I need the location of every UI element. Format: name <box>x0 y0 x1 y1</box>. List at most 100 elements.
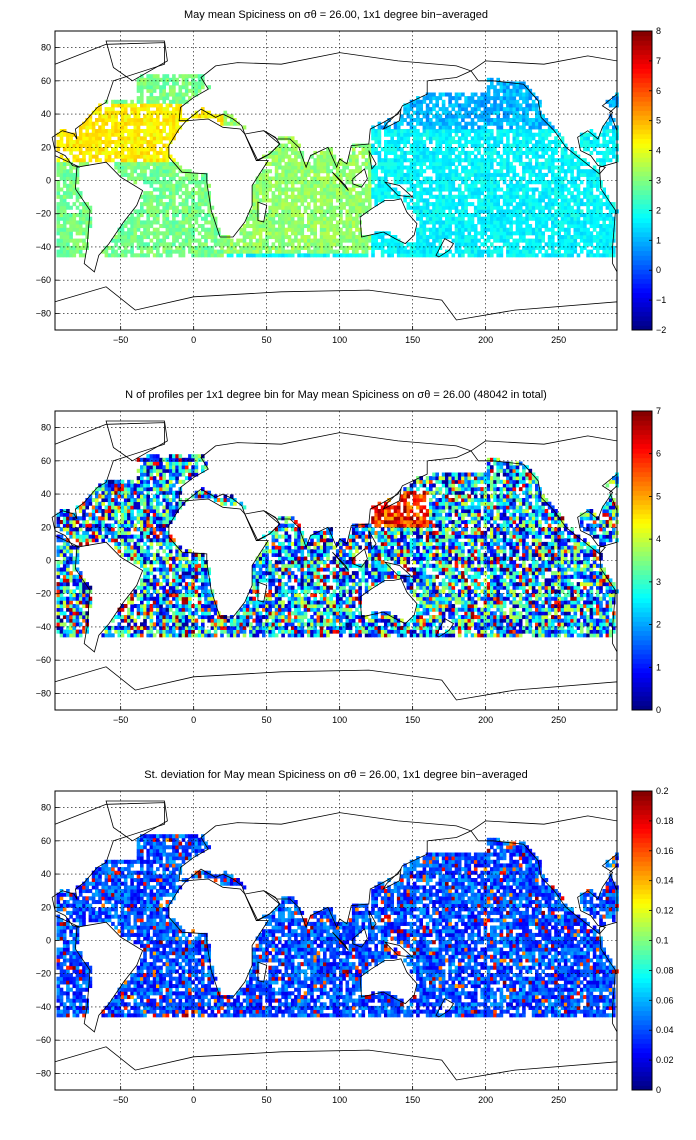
data-cell <box>329 245 334 250</box>
data-cell <box>390 249 395 254</box>
data-cell <box>229 114 234 119</box>
data-cell <box>493 85 497 90</box>
data-cell <box>332 180 337 185</box>
data-cell <box>245 242 250 247</box>
data-cell <box>454 129 459 134</box>
data-cell <box>490 154 494 159</box>
data-cell <box>416 209 420 214</box>
data-cell <box>528 96 533 101</box>
data-cell <box>162 235 167 240</box>
data-cell <box>480 187 485 192</box>
data-cell <box>499 88 504 93</box>
data-cell <box>493 92 497 97</box>
data-cell <box>217 253 221 258</box>
data-cell <box>486 187 491 192</box>
data-cell <box>435 169 440 174</box>
data-cell <box>252 253 257 258</box>
data-cell <box>271 183 276 188</box>
data-cell <box>547 253 552 258</box>
data-cell <box>56 227 61 232</box>
data-cell <box>146 154 151 159</box>
data-cell <box>579 220 584 225</box>
data-cell <box>438 187 443 192</box>
data-cell <box>612 224 616 229</box>
data-cell <box>406 169 411 174</box>
data-cell <box>438 107 443 112</box>
data-cell <box>107 245 112 250</box>
data-cell <box>451 180 456 185</box>
data-cell <box>416 114 420 119</box>
data-cell <box>429 92 433 97</box>
data-cell <box>429 129 433 134</box>
data-cell <box>156 176 160 181</box>
data-cell <box>143 129 147 134</box>
data-cell <box>172 183 176 188</box>
data-cell <box>480 209 485 214</box>
data-cell <box>477 129 481 134</box>
data-cell <box>380 194 385 199</box>
data-cell <box>583 161 587 166</box>
data-cell <box>201 81 205 86</box>
data-cell <box>133 132 138 137</box>
data-cell <box>294 158 298 163</box>
data-cell <box>351 216 356 221</box>
data-cell <box>457 176 462 181</box>
data-cell <box>531 92 536 97</box>
data-cell <box>515 107 520 112</box>
data-cell <box>496 205 501 210</box>
data-cell <box>496 92 501 97</box>
data-cell <box>69 140 73 145</box>
data-cell <box>78 224 83 229</box>
data-cell <box>127 172 131 177</box>
data-cell <box>290 249 295 254</box>
data-cell <box>596 183 600 188</box>
data-cell <box>162 143 167 148</box>
data-cell <box>461 118 465 123</box>
data-cell <box>473 183 478 188</box>
data-cell <box>406 136 411 141</box>
data-cell <box>156 235 160 240</box>
data-cell <box>441 633 446 638</box>
data-cell <box>149 77 154 82</box>
data-cell <box>168 187 173 192</box>
data-cell <box>364 245 369 250</box>
data-cell <box>245 249 250 254</box>
data-cell <box>149 121 154 126</box>
data-cell <box>72 187 77 192</box>
data-cell <box>59 165 64 170</box>
data-cell <box>416 118 420 123</box>
data-cell <box>416 99 420 104</box>
data-cell <box>477 198 481 203</box>
data-cell <box>184 176 189 181</box>
data-cell <box>515 136 520 141</box>
data-cell <box>563 176 568 181</box>
data-cell <box>140 629 144 634</box>
data-cell <box>486 165 491 170</box>
data-cell <box>589 169 594 174</box>
data-cell <box>265 172 269 177</box>
data-cell <box>589 180 594 185</box>
data-cell <box>287 140 292 145</box>
data-cell <box>419 169 424 174</box>
data-cell <box>560 238 565 243</box>
data-cell <box>123 121 128 126</box>
data-cell <box>178 103 183 108</box>
data-cell <box>175 103 179 108</box>
data-cell <box>470 143 475 148</box>
data-cell <box>509 147 513 152</box>
data-cell <box>477 158 481 163</box>
data-cell <box>152 99 157 104</box>
data-cell <box>188 191 192 196</box>
data-cell <box>120 227 125 232</box>
data-cell <box>596 224 600 229</box>
data-cell <box>525 114 529 119</box>
data-cell <box>483 150 488 155</box>
data-cell <box>284 209 289 214</box>
data-cell <box>313 202 318 207</box>
data-cell <box>313 235 318 240</box>
data-cell <box>506 169 510 174</box>
data-cell <box>522 114 526 119</box>
data-cell <box>207 191 212 196</box>
data-cell <box>252 202 257 207</box>
data-cell <box>457 140 462 145</box>
